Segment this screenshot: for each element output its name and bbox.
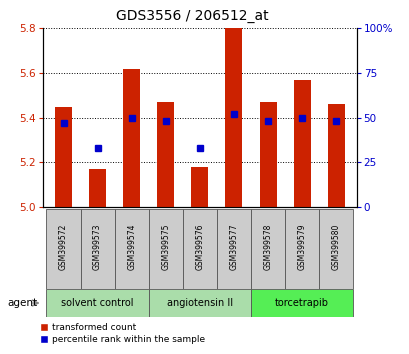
Bar: [80, 209, 115, 289]
Legend: transformed count, percentile rank within the sample: transformed count, percentile rank withi…: [39, 323, 205, 344]
Text: GSM399580: GSM399580: [331, 224, 340, 270]
Bar: [259, 102, 276, 207]
Text: torcetrapib: torcetrapib: [274, 298, 328, 308]
Text: GSM399576: GSM399576: [195, 224, 204, 270]
Text: GSM399577: GSM399577: [229, 224, 238, 270]
Bar: [157, 102, 174, 207]
Bar: [191, 167, 208, 207]
Bar: [55, 107, 72, 207]
Bar: [225, 28, 242, 207]
Bar: [123, 69, 140, 207]
Text: GDS3556 / 206512_at: GDS3556 / 206512_at: [116, 9, 268, 23]
Bar: [250, 289, 353, 317]
Bar: [182, 209, 216, 289]
Bar: [148, 209, 182, 289]
Bar: [115, 209, 148, 289]
Text: GSM399573: GSM399573: [93, 224, 102, 270]
Bar: [293, 80, 310, 207]
Text: angiotensin II: angiotensin II: [166, 298, 232, 308]
Bar: [216, 209, 250, 289]
Bar: [319, 209, 353, 289]
Text: GSM399574: GSM399574: [127, 224, 136, 270]
Text: solvent control: solvent control: [61, 298, 133, 308]
Bar: [284, 209, 319, 289]
Bar: [250, 209, 284, 289]
Text: agent: agent: [7, 298, 37, 308]
Bar: [46, 289, 148, 317]
Bar: [46, 209, 80, 289]
Text: GSM399579: GSM399579: [297, 224, 306, 270]
Text: GSM399578: GSM399578: [263, 224, 272, 270]
Bar: [89, 169, 106, 207]
Text: GSM399575: GSM399575: [161, 224, 170, 270]
Bar: [148, 289, 250, 317]
Bar: [327, 104, 344, 207]
Text: GSM399572: GSM399572: [59, 224, 68, 270]
